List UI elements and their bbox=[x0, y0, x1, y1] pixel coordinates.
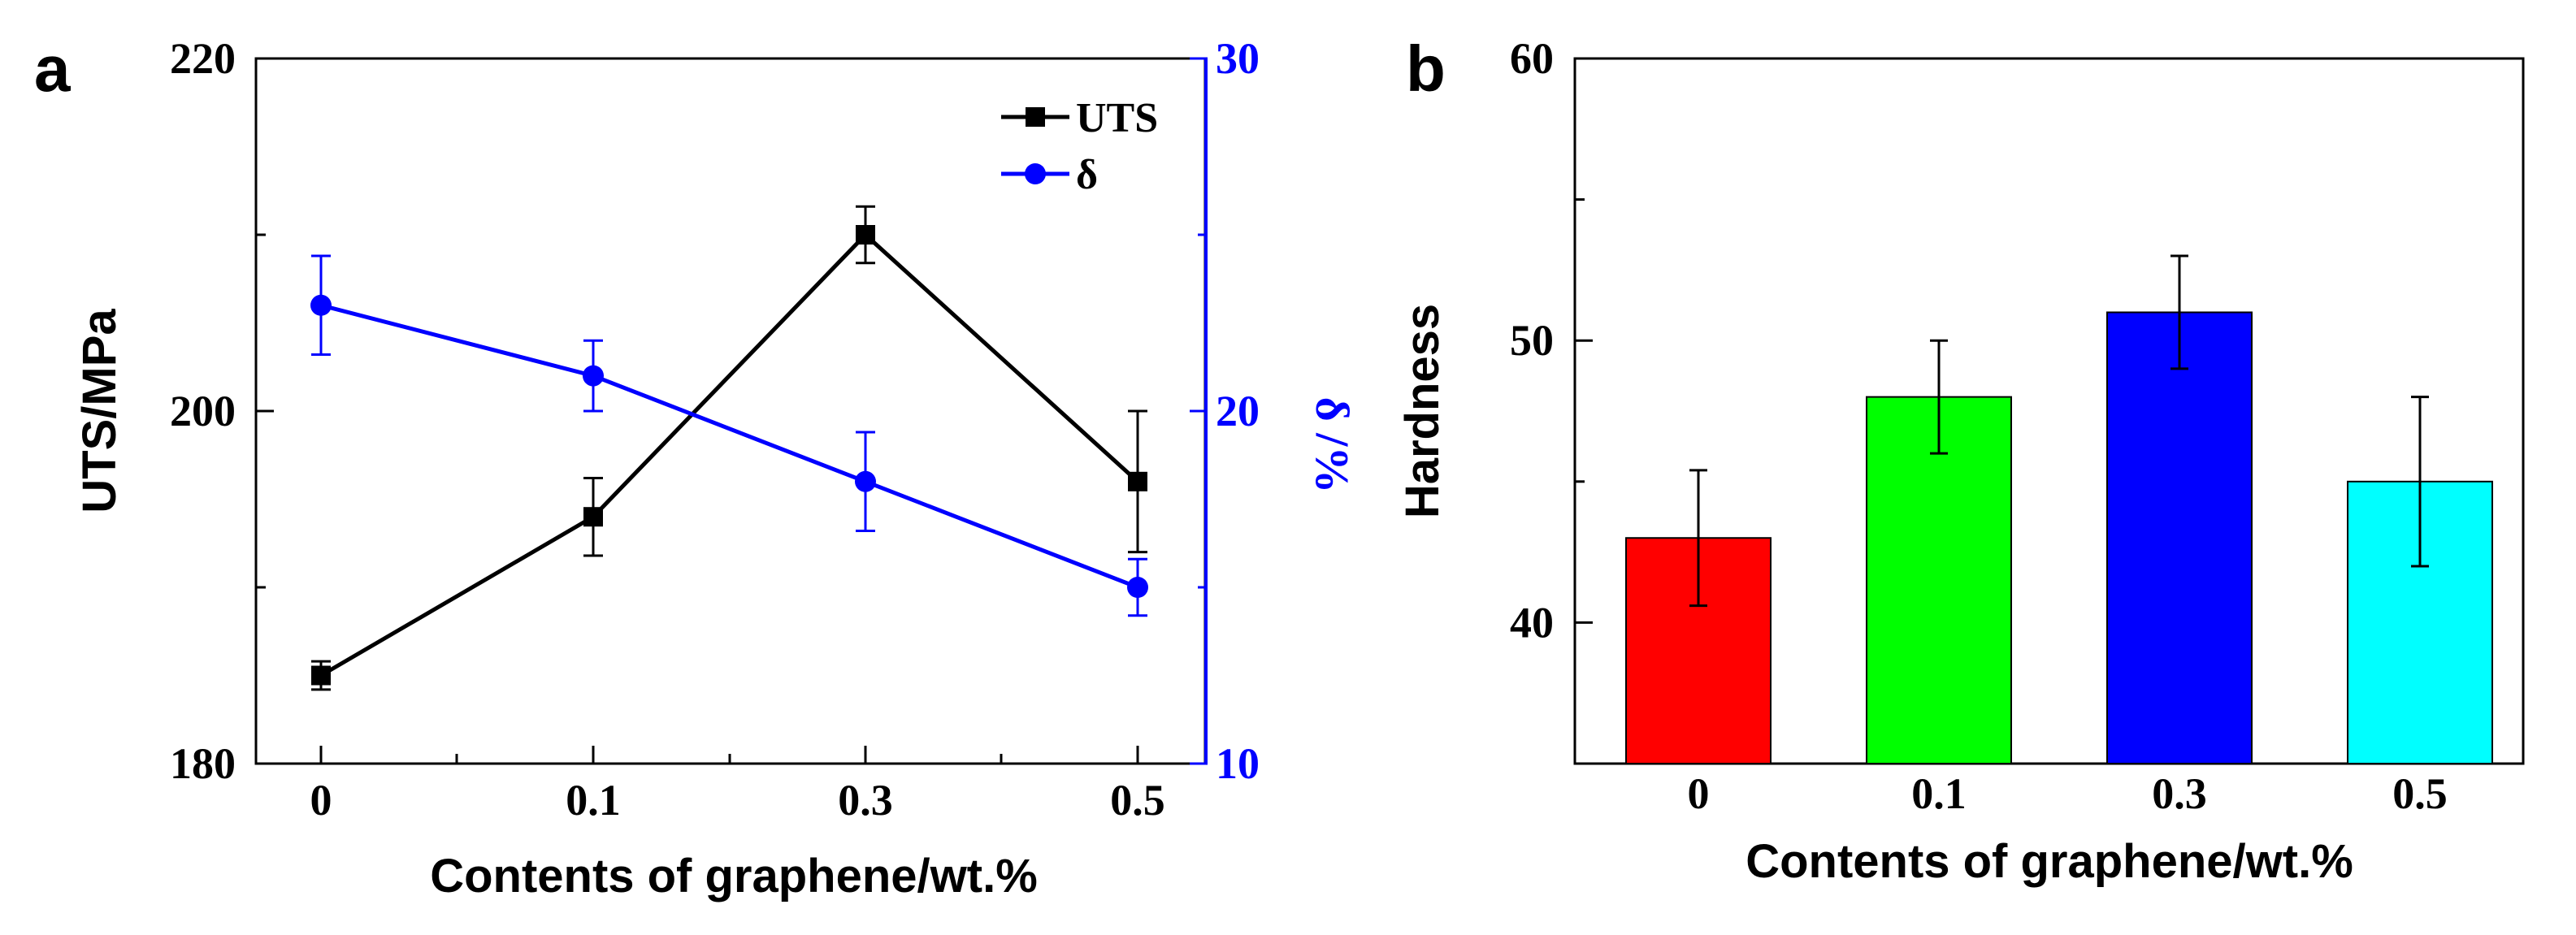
panel-b-error-bars bbox=[1689, 254, 2429, 608]
panel-b-x-axis-label: Contents of graphene/wt.% bbox=[1746, 835, 2353, 888]
y-tick-label: 180 bbox=[170, 739, 236, 788]
y-tick-label: 220 bbox=[170, 34, 236, 83]
panel-a-legend: UTS δ bbox=[1001, 95, 1158, 198]
x-tick-label: 0.5 bbox=[2392, 769, 2448, 818]
series-line-delta bbox=[320, 303, 1138, 590]
y2-tick-label: 10 bbox=[1216, 739, 1260, 788]
series-line-uts bbox=[319, 232, 1139, 677]
x-tick-label: 0.1 bbox=[566, 776, 621, 825]
x-tick-label: 0.3 bbox=[838, 776, 893, 825]
y-tick-label: 60 bbox=[1510, 34, 1554, 83]
y-tick-label: 40 bbox=[1510, 598, 1554, 647]
panel-b-label: b bbox=[1406, 32, 1446, 105]
data-point-square bbox=[1128, 471, 1147, 491]
panel-a-ticks bbox=[256, 57, 1208, 765]
legend-label: δ bbox=[1076, 152, 1098, 198]
y-tick-label: 50 bbox=[1510, 316, 1554, 365]
panel-b: b 0 0.1 0.3 0.5 40 50 60 Contents of graphene/… bbox=[1396, 32, 2525, 888]
panel-a-markers bbox=[310, 225, 1148, 686]
x-tick-label: 0.1 bbox=[1911, 769, 1967, 818]
legend-marker-circle bbox=[1025, 163, 1046, 184]
panel-b-frame bbox=[1573, 57, 2525, 765]
x-tick-label: 0.5 bbox=[1110, 776, 1165, 825]
panel-a: a 0 0.1 0.3 0.5 180 200 220 10 20 30 Contents of … bbox=[34, 32, 1359, 903]
data-point-circle bbox=[583, 365, 604, 387]
legend-label: UTS bbox=[1076, 95, 1158, 141]
panel-b-bars bbox=[1625, 311, 2493, 765]
x-tick-label: 0.3 bbox=[2152, 769, 2207, 818]
panel-a-label: a bbox=[34, 32, 71, 105]
panel-a-y2-axis-label: δ /% bbox=[1306, 397, 1359, 494]
legend-marker-square bbox=[1026, 107, 1045, 127]
data-point-circle bbox=[310, 294, 332, 316]
x-tick-label: 0 bbox=[310, 776, 332, 825]
data-point-square bbox=[856, 225, 875, 245]
panel-a-series-lines bbox=[319, 232, 1139, 677]
data-point-circle bbox=[1127, 577, 1148, 598]
panel-b-y-axis-label: Hardness bbox=[1396, 304, 1449, 518]
panel-a-tick-labels: 0 0.1 0.3 0.5 180 200 220 10 20 30 bbox=[170, 34, 1260, 825]
x-tick-label: 0 bbox=[1688, 769, 1710, 818]
y2-tick-label: 20 bbox=[1216, 387, 1260, 435]
bar bbox=[1866, 396, 2012, 764]
y-tick-label: 200 bbox=[170, 387, 236, 435]
panel-a-error-bars bbox=[311, 205, 1147, 691]
bar bbox=[2106, 311, 2253, 765]
y2-tick-label: 30 bbox=[1216, 34, 1260, 83]
panel-a-x-axis-label: Contents of graphene/wt.% bbox=[430, 850, 1038, 903]
data-point-square bbox=[583, 507, 603, 527]
data-point-square bbox=[311, 665, 331, 686]
panel-b-tick-labels: 0 0.1 0.3 0.5 40 50 60 bbox=[1510, 34, 2448, 818]
panel-a-y-axis-label: UTS/MPa bbox=[73, 309, 126, 513]
panel-b-ticks bbox=[1575, 57, 1593, 624]
data-point-circle bbox=[855, 470, 876, 492]
